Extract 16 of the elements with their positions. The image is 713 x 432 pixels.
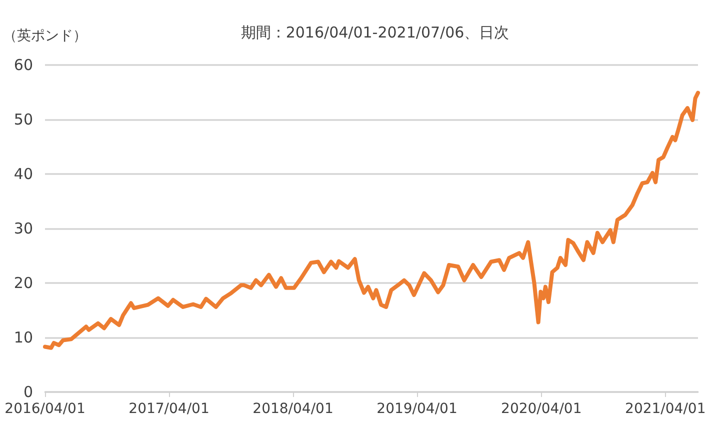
line-series xyxy=(43,90,700,350)
y-tick-label: 40 xyxy=(14,165,33,183)
y-tick-label: 10 xyxy=(14,328,33,346)
x-tick-label: 2016/04/01 xyxy=(4,401,86,417)
y-tick-label: 50 xyxy=(14,110,33,128)
y-tick-label: 30 xyxy=(14,220,33,238)
x-tick-label: 2018/04/01 xyxy=(252,401,334,417)
y-tick-label: 60 xyxy=(14,56,33,74)
y-tick-label: 20 xyxy=(14,274,33,292)
chart-title: 期間：2016/04/01-2021/07/06、日次 xyxy=(240,24,510,42)
x-tick-label: 2017/04/01 xyxy=(128,401,210,417)
y-tick-label: 0 xyxy=(23,383,33,401)
x-tick-label: 2019/04/01 xyxy=(376,401,458,417)
y-axis-title: （英ポンド） xyxy=(3,28,87,44)
x-tick-label: 2021/04/01 xyxy=(625,401,706,417)
x-tick-label: 2020/04/01 xyxy=(501,401,582,417)
